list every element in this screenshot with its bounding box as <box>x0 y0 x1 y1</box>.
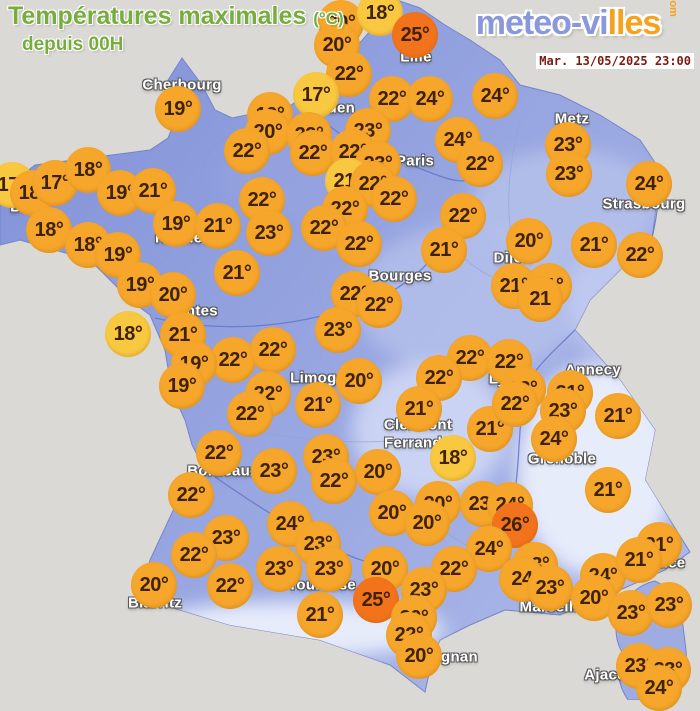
page-title: Températures maximales (°C) <box>8 2 344 31</box>
logo-text-orange: lles <box>607 4 662 42</box>
title-unit: (°C) <box>313 9 344 28</box>
title-text: Températures maximales <box>8 2 307 30</box>
subtitle: depuis 00H <box>22 34 124 55</box>
meteo-villes-logo[interactable]: meteo-villes .com <box>475 0 686 43</box>
datetime-stamp: Mar. 13/05/2025 23:00 <box>536 53 694 69</box>
title-block: Températures maximales (°C) depuis 00H <box>8 2 344 56</box>
logo-suffix: .com <box>667 0 680 17</box>
logo-text-blue: meteo-vi <box>475 4 609 42</box>
corsica <box>615 580 687 700</box>
